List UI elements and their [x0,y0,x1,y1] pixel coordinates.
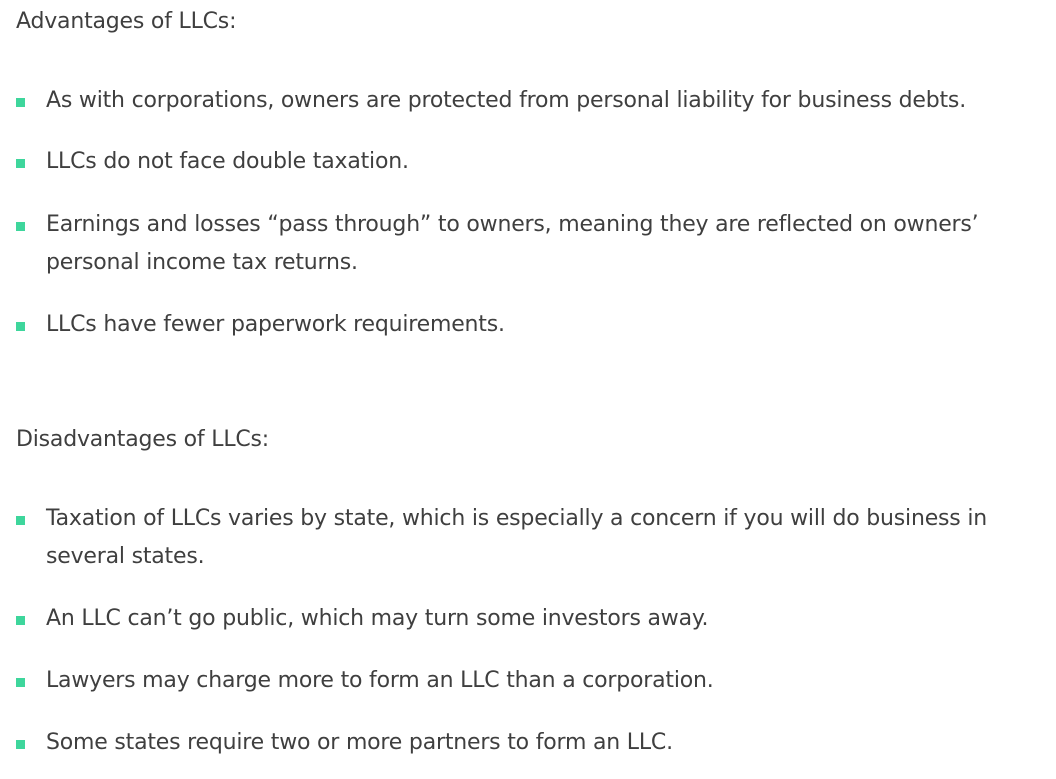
advantages-heading: Advantages of LLCs: [16,9,237,34]
list-item-text: Lawyers may charge more to form an LLC t… [46,668,714,693]
list-item-text: LLCs have fewer paperwork requirements. [46,312,505,337]
square-bullet-icon [16,98,25,107]
square-bullet-icon [16,516,25,525]
list-item-text: An LLC can’t go public, which may turn s… [46,606,709,631]
square-bullet-icon [16,616,25,625]
list-item-text: As with corporations, owners are protect… [46,88,966,113]
list-item-text: Taxation of LLCs varies by state, which … [46,506,987,569]
list-item-text: Some states require two or more partners… [46,730,673,755]
square-bullet-icon [16,222,25,231]
list-item-text: Earnings and losses “pass through” to ow… [46,212,979,275]
list-item-text: LLCs do not face double taxation. [46,149,409,174]
square-bullet-icon [16,740,25,749]
square-bullet-icon [16,322,25,331]
disadvantages-heading: Disadvantages of LLCs: [16,427,270,452]
square-bullet-icon [16,678,25,687]
square-bullet-icon [16,159,25,168]
